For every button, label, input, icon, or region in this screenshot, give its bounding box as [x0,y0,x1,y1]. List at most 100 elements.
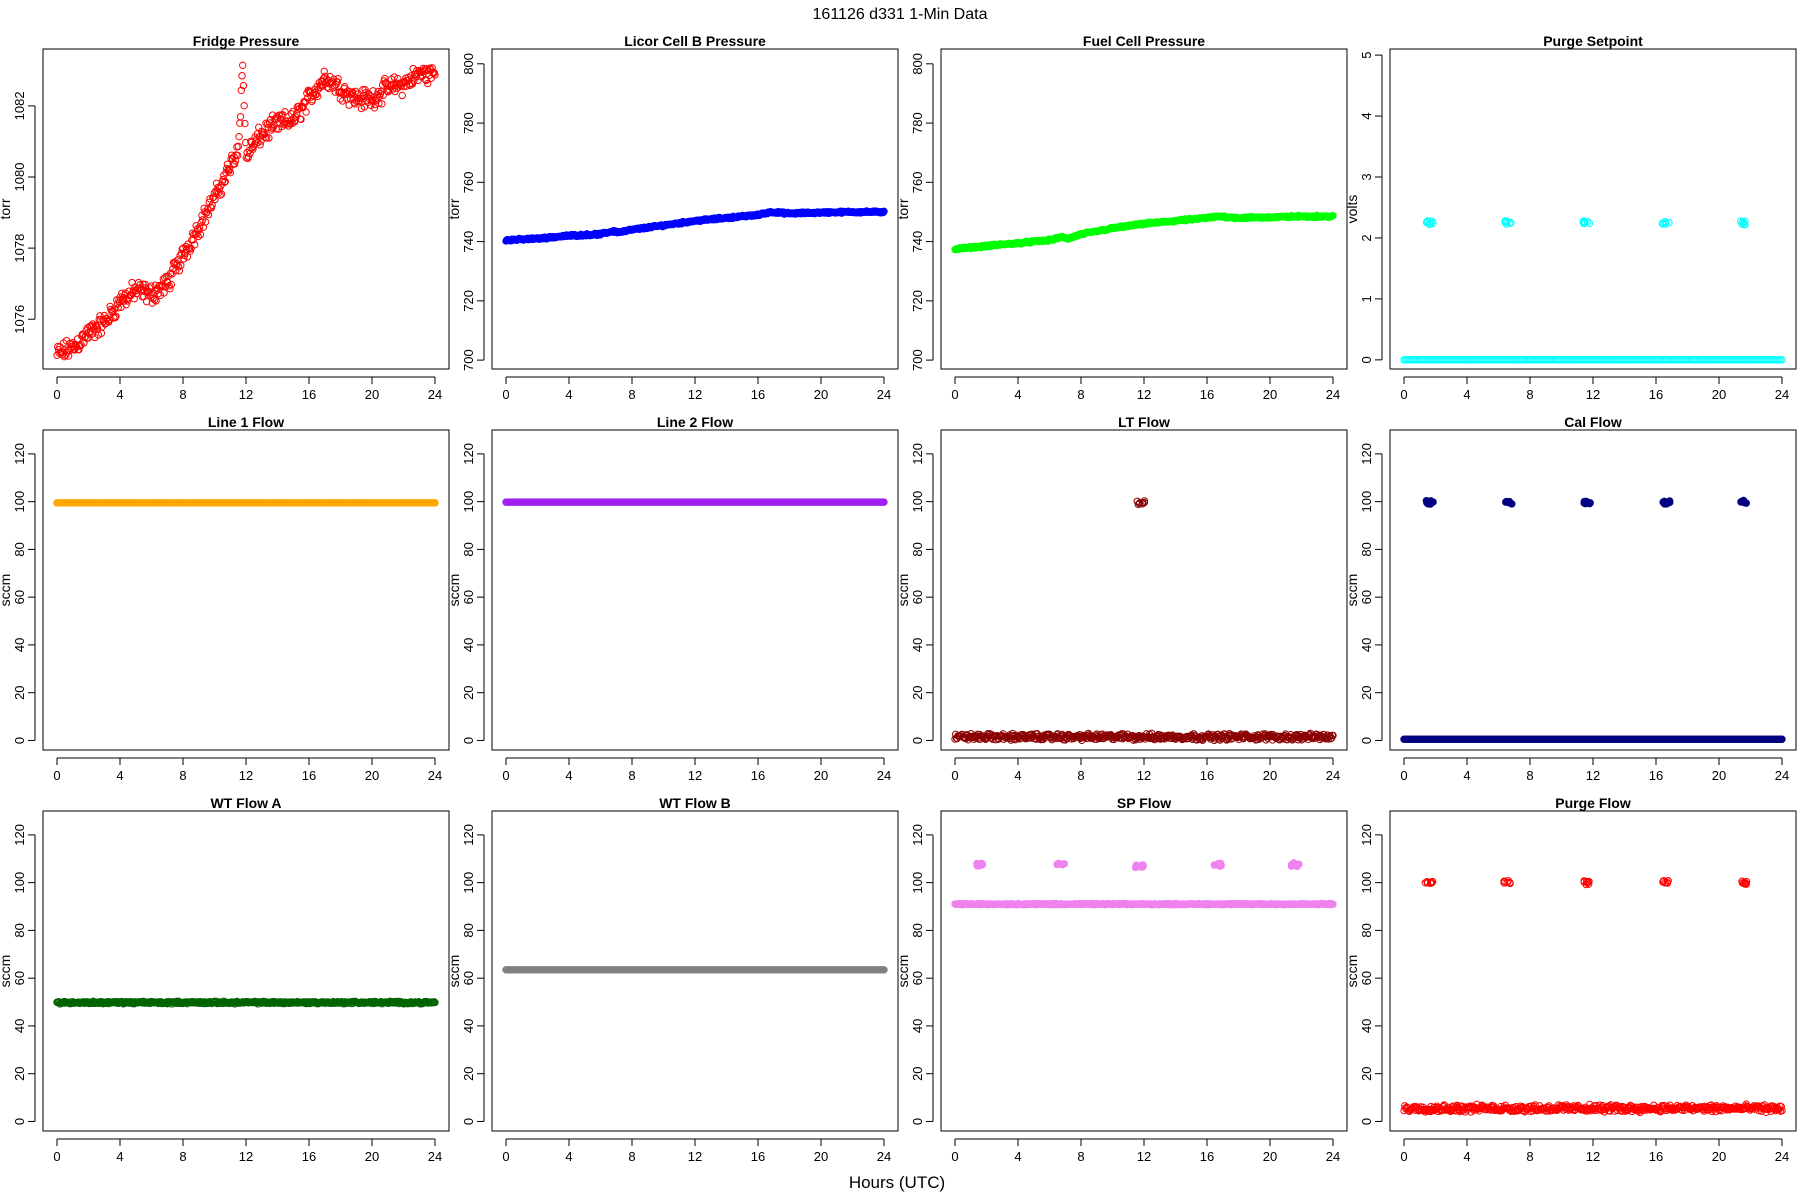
y-axis-label: sccm [0,955,13,988]
data-point [263,134,271,142]
data-point [1739,217,1747,226]
x-tick-label: 4 [1014,387,1021,402]
x-tick-label: 8 [179,1149,186,1164]
data-point [383,87,392,95]
data-point [1738,497,1747,505]
data-point [291,116,299,124]
y-tick-label: 0 [1359,1118,1374,1125]
x-tick-label: 8 [1077,1149,1084,1164]
data-point [424,79,432,88]
x-tick-label: 16 [1200,1149,1214,1164]
y-tick-label: 80 [12,923,27,937]
y-tick-label: 1080 [12,163,27,192]
x-tick-label: 8 [1526,768,1533,783]
data-point [398,91,406,100]
y-tick-label: 120 [461,824,476,846]
y-tick-label: 60 [12,971,27,985]
x-tick-label: 24 [877,768,891,783]
data-point [156,291,165,300]
data-point [977,861,985,870]
y-tick-label: 80 [1359,542,1374,556]
y-tick-label: 120 [1359,824,1374,846]
panel-title: Fridge Pressure [193,33,300,49]
data-point [375,99,383,108]
y-axis-label: sccm [895,574,911,607]
x-tick-label: 0 [53,1149,60,1164]
data-point [370,104,379,112]
data-point [167,280,176,289]
x-tick-label: 4 [116,768,123,783]
data-point [379,91,387,99]
series-points [502,498,888,506]
data-point [1580,217,1588,225]
y-tick-label: 60 [461,590,476,604]
data-point [367,101,375,110]
x-tick-label: 12 [1137,768,1151,783]
data-point [144,289,152,297]
y-tick-label: 60 [910,971,925,985]
y-tick-label: 100 [910,872,925,894]
data-point [1214,860,1222,868]
x-tick-label: 16 [302,387,316,402]
y-tick-label: 100 [12,872,27,894]
data-point [281,107,289,116]
x-tick-label: 4 [1014,1149,1021,1164]
x-tick-label: 16 [751,387,765,402]
series-points [502,966,888,974]
data-point [880,966,888,974]
plot-frame [491,48,899,370]
data-point [1502,220,1511,228]
x-tick-label: 4 [565,1149,572,1164]
x-tick-label: 20 [1263,387,1277,402]
x-tick-label: 16 [1649,387,1663,402]
data-point [390,73,398,81]
y-tick-label: 60 [12,590,27,604]
y-tick-label: 40 [12,638,27,652]
y-tick-label: 1 [1359,295,1374,302]
x-tick-label: 12 [239,1149,253,1164]
y-axis-label: sccm [0,574,13,607]
x-tick-label: 8 [179,768,186,783]
x-tick-label: 4 [1463,387,1470,402]
y-tick-label: 20 [910,1066,925,1080]
data-point [1583,499,1591,507]
x-tick-label: 20 [1712,387,1726,402]
y-tick-label: 700 [910,349,925,371]
x-tick-label: 20 [365,768,379,783]
x-tick-label: 20 [1263,768,1277,783]
data-point [196,230,205,239]
y-axis-label: sccm [446,955,462,988]
data-point [1329,211,1337,220]
x-tick-label: 24 [1775,1149,1789,1164]
y-tick-label: 1078 [12,234,27,263]
series-points [53,997,439,1008]
y-tick-label: 740 [461,231,476,253]
data-point [140,287,149,296]
x-tick-label: 12 [1586,387,1600,402]
y-tick-label: 20 [12,1066,27,1080]
y-tick-label: 1082 [12,91,27,120]
data-point [1505,497,1514,506]
data-point [297,115,305,124]
y-tick-label: 100 [461,491,476,513]
x-tick-label: 24 [1326,768,1340,783]
x-tick-label: 8 [1077,768,1084,783]
series-points [1400,217,1786,364]
x-tick-label: 20 [1712,768,1726,783]
data-point [241,119,249,128]
y-tick-label: 720 [461,290,476,312]
panel-title: Fuel Cell Pressure [1083,33,1205,49]
plot-frame [491,429,899,751]
data-point [302,108,310,116]
series-points [951,497,1337,745]
data-point [1658,219,1667,227]
y-axis-label: volts [1344,195,1360,224]
plot-frame [940,429,1348,751]
data-point [166,285,174,293]
panel-title: Cal Flow [1564,414,1622,430]
y-tick-label: 0 [461,737,476,744]
panel-title: Licor Cell B Pressure [624,33,766,49]
data-point [334,74,342,83]
x-tick-label: 8 [179,387,186,402]
